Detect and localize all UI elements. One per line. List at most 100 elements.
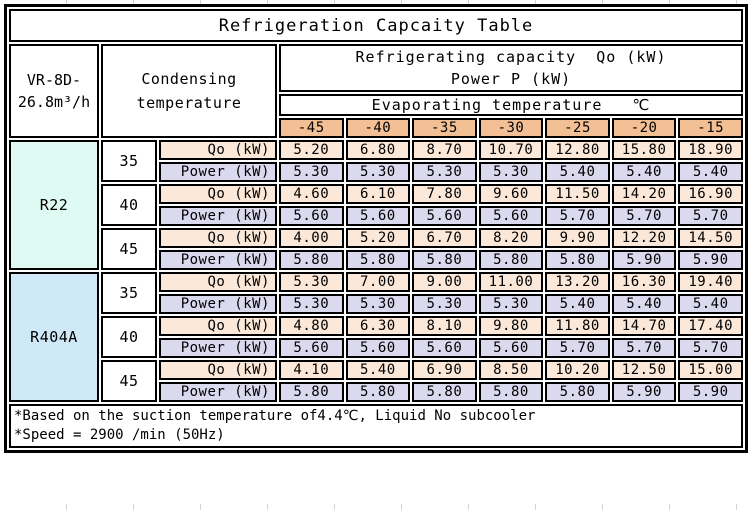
- data-row: 40 Qo (kW) 4.80 6.30 8.10 9.80 11.80 14.70 17.40: [9, 316, 743, 358]
- header-row-2: Evaporating temperature ℃: [9, 94, 743, 116]
- evap-temp-col-header: -15: [678, 118, 743, 138]
- power-value-cell: 5.60: [279, 338, 344, 358]
- capacity-value-cell: 15.00: [678, 360, 743, 380]
- capacity-value-cell: 11.80: [545, 316, 610, 336]
- power-value-cell: 5.40: [678, 162, 743, 182]
- capacity-value-cell: 8.50: [478, 360, 544, 380]
- footnotes-row: *Based on the suction temperature of4.4℃…: [9, 404, 743, 448]
- row-label-power: Power (kW): [159, 162, 277, 182]
- capacity-value-cell: 10.20: [545, 360, 610, 380]
- power-value-cell: 5.80: [545, 382, 610, 402]
- refrigerant-cell: R404A: [9, 272, 99, 402]
- row-label-power: Power (kW): [159, 206, 277, 226]
- row-label-qo: Qo (kW): [159, 316, 277, 336]
- row-label-qo: Qo (kW): [159, 184, 277, 204]
- power-value-cell: 5.80: [412, 250, 477, 270]
- capacity-value-cell: 6.70: [412, 228, 477, 248]
- power-value-cell: 5.80: [412, 382, 477, 402]
- power-value-cell: 5.90: [678, 382, 743, 402]
- power-value-cell: 5.70: [611, 338, 677, 358]
- data-row: R404A 35 Qo (kW) 5.30 7.00 9.00 11.00 13.20 16.3…: [9, 272, 743, 402]
- capacity-value-cell: 19.40: [678, 272, 743, 292]
- power-value-cell: 5.30: [478, 294, 544, 314]
- evap-temp-col-header: -25: [545, 118, 610, 138]
- capacity-value-cell: 11.00: [478, 272, 544, 292]
- power-value-cell: 5.30: [412, 294, 477, 314]
- data-row: Power (kW) 5.60 5.60 5.60 5.60 5.70 5.70 5.70: [9, 338, 743, 358]
- condensing-temp-value: 35: [101, 140, 157, 182]
- condensing-temp-value: 45: [101, 360, 157, 402]
- capacity-value-cell: 18.90: [678, 140, 743, 160]
- data-row: 40 Qo (kW) 4.60 6.10 7.80 9.60 11.50 14.20 16.90: [9, 184, 743, 226]
- power-value-cell: 5.80: [279, 250, 344, 270]
- evap-temp-col-header: -35: [412, 118, 477, 138]
- capacity-value-cell: 11.50: [545, 184, 610, 204]
- capacity-value-cell: 12.20: [611, 228, 677, 248]
- evap-temp-col-header: -20: [611, 118, 677, 138]
- row-label-qo: Qo (kW): [159, 140, 277, 160]
- condensing-temp-value: 45: [101, 228, 157, 270]
- capacity-value-cell: 16.30: [611, 272, 677, 292]
- data-row: 45 Qo (kW) 4.00 5.20 6.70 8.20 9.90 12.20 14.50: [9, 228, 743, 270]
- power-value-cell: 5.70: [678, 338, 743, 358]
- model-cell: VR-8D- 26.8m³/h: [9, 44, 99, 138]
- condensing-temp-value: 40: [101, 316, 157, 358]
- header-row-1: VR-8D- 26.8m³/h Condensing temperature R…: [9, 44, 743, 138]
- capacity-value-cell: 5.20: [279, 140, 344, 160]
- power-value-cell: 5.30: [412, 162, 477, 182]
- power-value-cell: 5.60: [279, 206, 344, 226]
- power-value-cell: 5.80: [345, 250, 411, 270]
- power-value-cell: 5.80: [279, 382, 344, 402]
- capacity-value-cell: 15.80: [611, 140, 677, 160]
- title-row: Refrigeration Capcaity Table: [9, 9, 743, 42]
- capacity-value-cell: 6.10: [345, 184, 411, 204]
- footnotes-cell: *Based on the suction temperature of4.4℃…: [9, 404, 743, 448]
- capacity-value-cell: 7.80: [412, 184, 477, 204]
- footnote-speed: *Speed = 2900 /min (50Hz): [14, 427, 225, 443]
- footnote-suction-temperature: *Based on the suction temperature of4.4℃…: [14, 408, 536, 424]
- capacity-value-cell: 5.30: [279, 272, 344, 292]
- power-value-cell: 5.90: [611, 382, 677, 402]
- power-value-cell: 5.60: [345, 206, 411, 226]
- power-value-cell: 5.90: [678, 250, 743, 270]
- power-value-cell: 5.60: [412, 206, 477, 226]
- capacity-value-cell: 4.10: [279, 360, 344, 380]
- capacity-value-cell: 10.70: [478, 140, 544, 160]
- condensing-temp-value: 35: [101, 272, 157, 314]
- capacity-value-cell: 9.80: [478, 316, 544, 336]
- capacity-value-cell: 8.70: [412, 140, 477, 160]
- row-label-qo: Qo (kW): [159, 272, 277, 292]
- capacity-value-cell: 6.30: [345, 316, 411, 336]
- power-value-cell: 5.30: [279, 294, 344, 314]
- capacity-table: Refrigeration Capcaity Table VR-8D- 26.8…: [7, 7, 745, 450]
- capacity-value-cell: 17.40: [678, 316, 743, 336]
- row-label-qo: Qo (kW): [159, 360, 277, 380]
- refrigeration-capacity-table: Refrigeration Capcaity Table VR-8D- 26.8…: [4, 4, 748, 453]
- power-value-cell: 5.70: [611, 206, 677, 226]
- capacity-power-header: Refrigerating capacity Qo (kW) Power P (…: [279, 44, 743, 92]
- power-value-cell: 5.30: [478, 162, 544, 182]
- row-label-qo: Qo (kW): [159, 228, 277, 248]
- evap-temp-col-header: -45: [279, 118, 344, 138]
- data-row: 45 Qo (kW) 4.10 5.40 6.90 8.50 10.20 12.50 15.00: [9, 360, 743, 402]
- power-value-cell: 5.40: [678, 294, 743, 314]
- capacity-value-cell: 12.50: [611, 360, 677, 380]
- data-row: R22 35 Qo (kW) 5.20 6.80 8.70 10.70 12.80 15.80 1…: [9, 140, 743, 270]
- data-row: Power (kW) 5.60 5.60 5.60 5.60 5.70 5.70 5.70: [9, 206, 743, 226]
- data-row: Power (kW) 5.80 5.80 5.80 5.80 5.80 5.90 5.90: [9, 382, 743, 402]
- capacity-value-cell: 8.20: [478, 228, 544, 248]
- power-value-cell: 5.80: [478, 250, 544, 270]
- capacity-value-cell: 9.90: [545, 228, 610, 248]
- capacity-value-cell: 14.20: [611, 184, 677, 204]
- capacity-value-cell: 6.90: [412, 360, 477, 380]
- capacity-value-cell: 14.70: [611, 316, 677, 336]
- table-title: Refrigeration Capcaity Table: [9, 9, 743, 42]
- spreadsheet-gridline-stub-top: [0, 0, 751, 4]
- evaporating-temperature-header: Evaporating temperature ℃: [279, 94, 743, 116]
- capacity-value-cell: 5.40: [345, 360, 411, 380]
- capacity-value-cell: 4.00: [279, 228, 344, 248]
- data-row: Power (kW) 5.30 5.30 5.30 5.30 5.40 5.40 5.40: [9, 162, 743, 182]
- capacity-value-cell: 6.80: [345, 140, 411, 160]
- row-label-power: Power (kW): [159, 382, 277, 402]
- power-value-cell: 5.70: [678, 206, 743, 226]
